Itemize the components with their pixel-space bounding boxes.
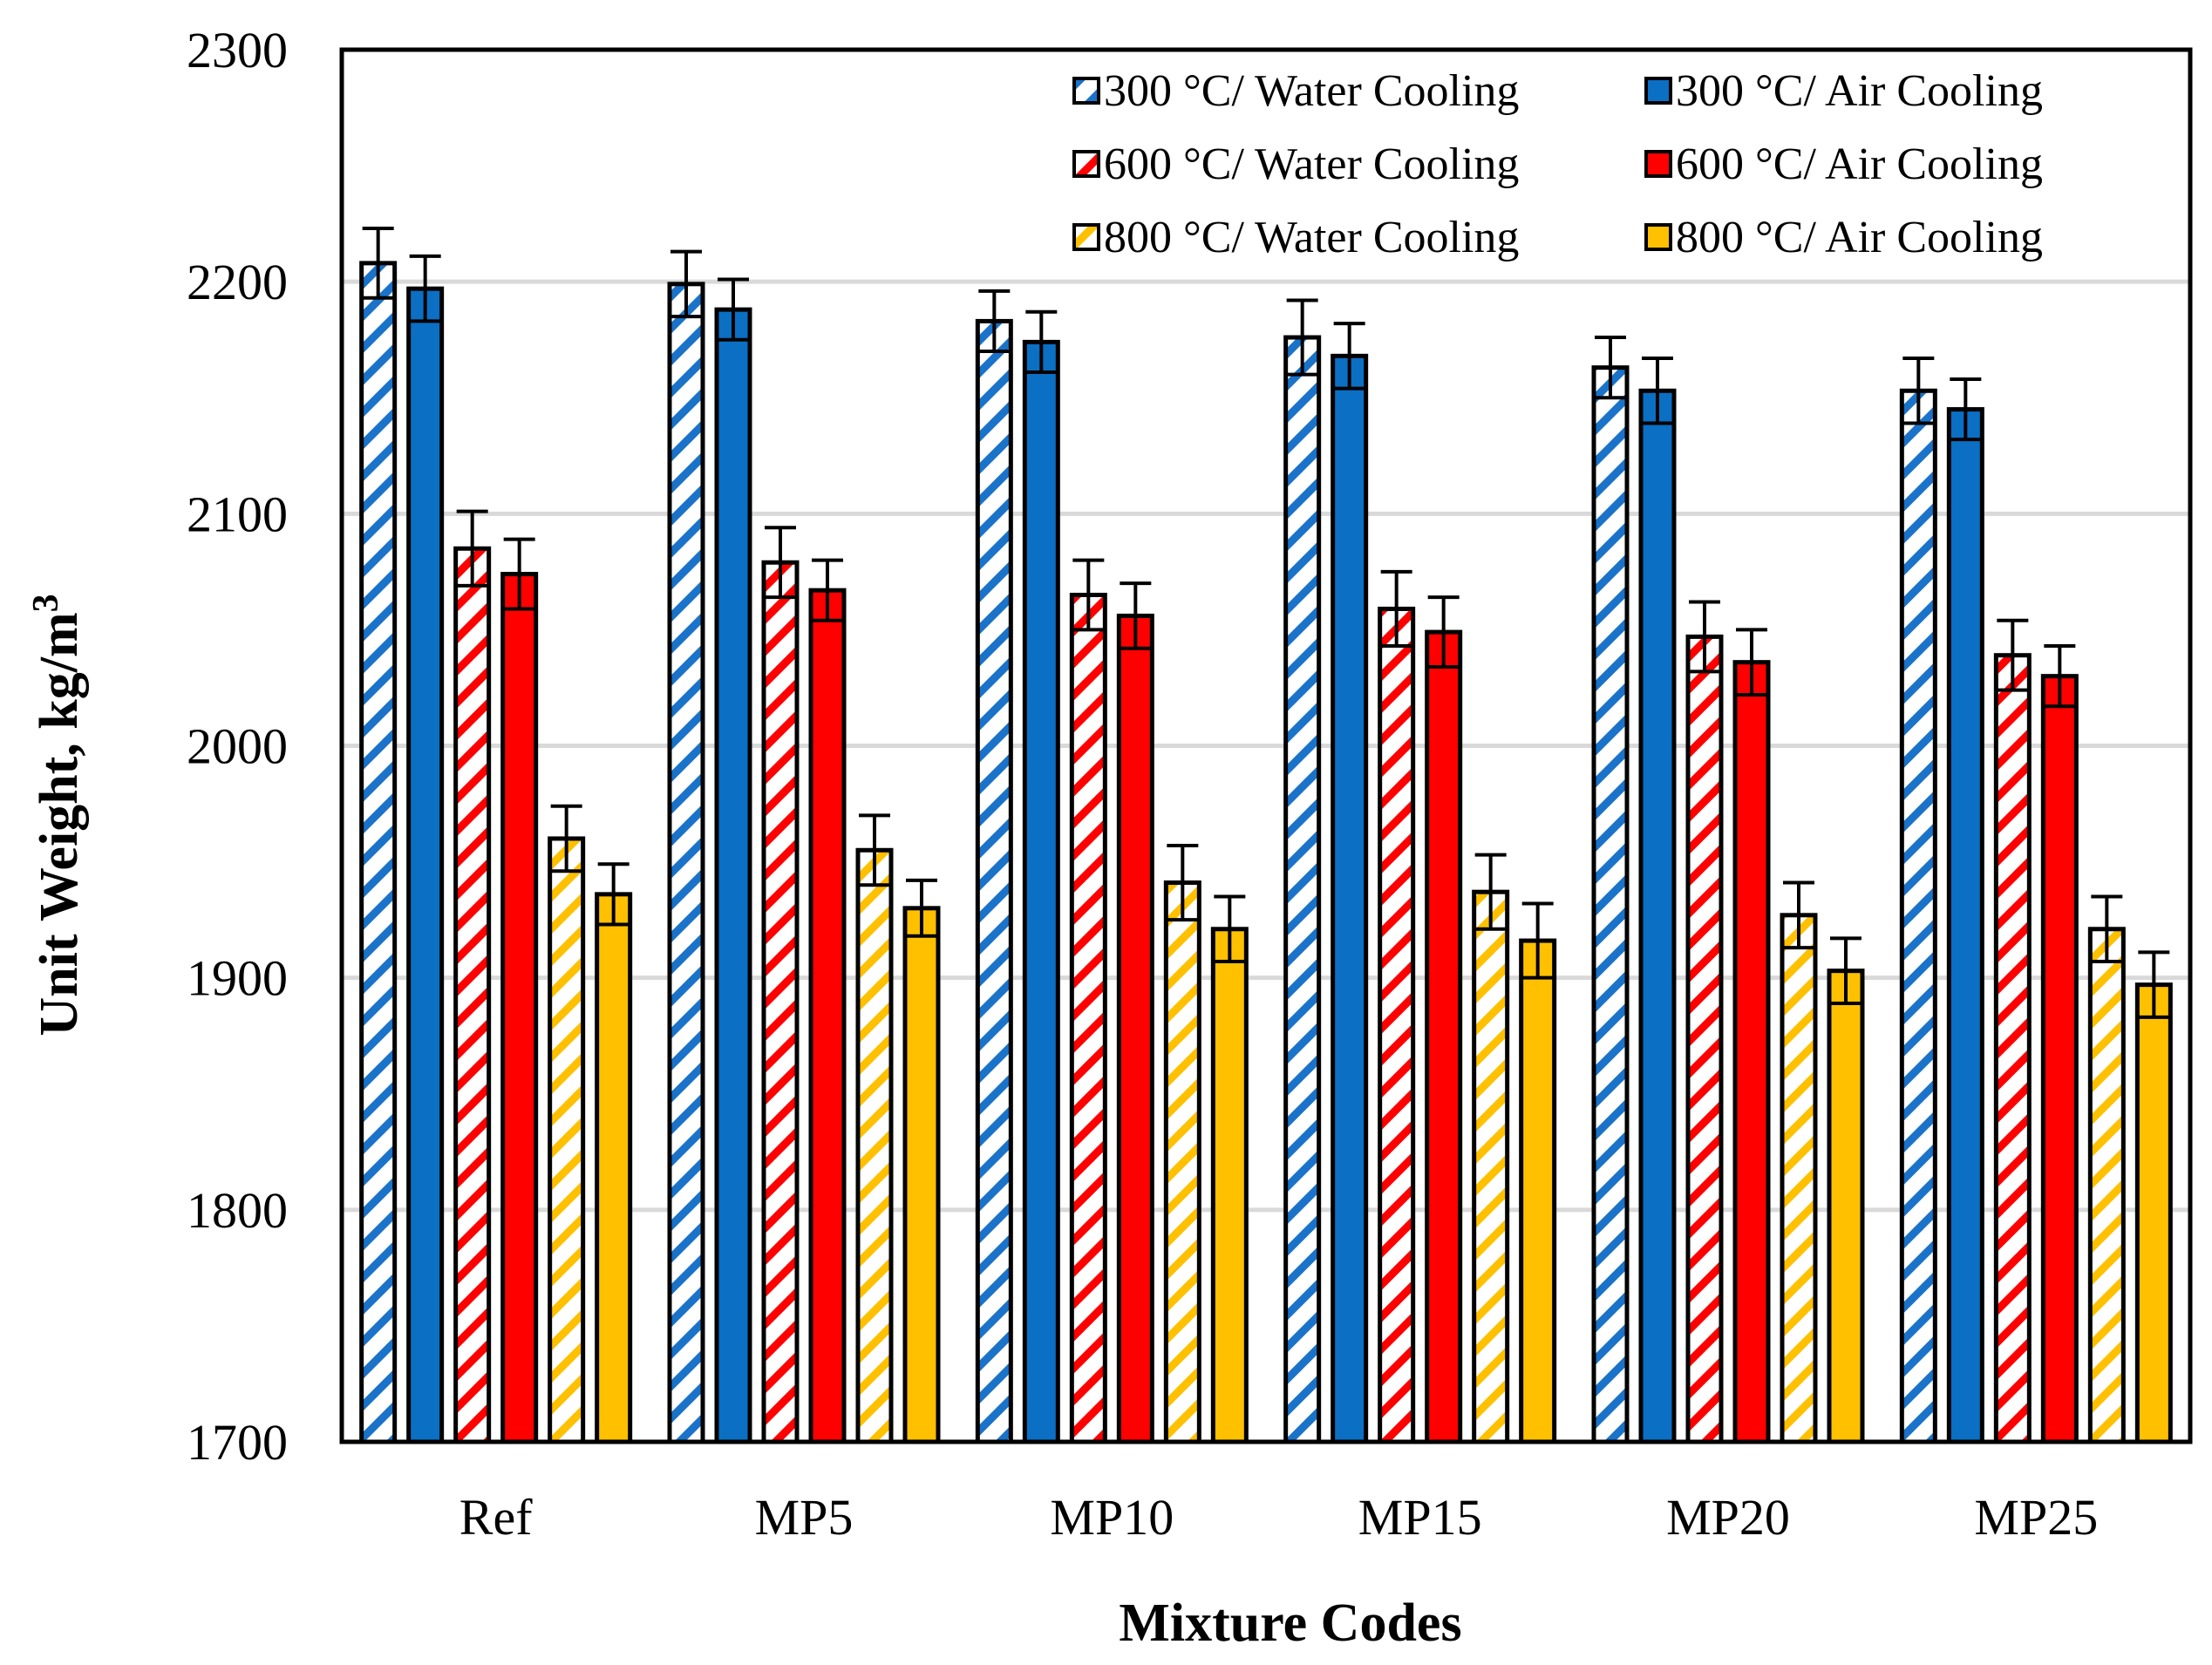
bar xyxy=(1425,629,1463,1444)
bar xyxy=(1780,913,1818,1444)
legend-swatch xyxy=(1644,150,1672,178)
legend-label: 800 °C/ Air Cooling xyxy=(1676,213,2043,262)
bar xyxy=(2087,927,2126,1444)
bar xyxy=(2040,674,2079,1444)
x-category-label: MP10 xyxy=(1050,1489,1174,1546)
bar xyxy=(1899,388,1937,1444)
bar xyxy=(1591,365,1630,1444)
y-tick-label: 2200 xyxy=(187,254,288,310)
bar xyxy=(500,572,539,1444)
bar xyxy=(1472,889,1510,1444)
bar xyxy=(902,906,941,1444)
bar xyxy=(855,847,894,1444)
legend-swatch xyxy=(1644,77,1672,105)
plot-frame xyxy=(339,47,2193,1444)
y-tick-label: 2300 xyxy=(187,22,288,78)
bar xyxy=(595,892,633,1444)
x-axis-title: Mixture Codes xyxy=(1119,1594,1461,1653)
bar xyxy=(1946,407,1984,1444)
x-category-label: MP15 xyxy=(1358,1489,1482,1546)
legend-label: 600 °C/ Water Cooling xyxy=(1104,139,1519,189)
x-category-label: MP5 xyxy=(755,1489,854,1546)
y-tick-label: 1900 xyxy=(187,950,288,1007)
bar xyxy=(1732,660,1771,1444)
x-category-label: MP25 xyxy=(1974,1489,2098,1546)
bar xyxy=(714,307,752,1444)
y-tick-label: 2000 xyxy=(187,718,288,775)
bars xyxy=(359,261,2173,1444)
bar xyxy=(1210,927,1249,1444)
legend-label: 300 °C/ Water Cooling xyxy=(1104,66,1519,116)
legend-swatch xyxy=(1644,223,1672,251)
y-tick-label: 1800 xyxy=(187,1182,288,1239)
legend-swatch xyxy=(1072,223,1100,251)
bar xyxy=(667,282,705,1444)
bar xyxy=(1283,335,1322,1444)
y-tick-label: 1700 xyxy=(187,1414,288,1471)
bar xyxy=(975,318,1013,1444)
bar xyxy=(1163,880,1201,1444)
bar xyxy=(359,261,398,1444)
legend-swatch xyxy=(1072,77,1100,105)
legend-label: 600 °C/ Air Cooling xyxy=(1676,139,2043,189)
bar xyxy=(1993,653,2032,1444)
x-category-labels: Ref MP5 MP10 MP15 MP20 MP25 xyxy=(459,1489,2098,1546)
bar xyxy=(453,546,492,1444)
y-axis-title-text: Unit Weight, kg/m xyxy=(30,612,89,1036)
y-tick-labels: 1700 1800 1900 2000 2100 2200 2300 xyxy=(187,22,288,1471)
y-tick-label: 2100 xyxy=(187,486,288,542)
bar xyxy=(1638,388,1677,1444)
bar xyxy=(548,836,586,1444)
legend-label: 300 °C/ Air Cooling xyxy=(1676,66,2043,116)
y-axis-title-superscript: 3 xyxy=(26,594,66,612)
legend-swatch xyxy=(1072,150,1100,178)
legend-label: 800 °C/ Water Cooling xyxy=(1104,213,1519,262)
bar xyxy=(761,560,800,1444)
bar xyxy=(1022,339,1060,1444)
y-axis-title: Unit Weight, kg/m3 xyxy=(26,594,89,1036)
bar xyxy=(1519,938,1557,1444)
bar xyxy=(1685,634,1724,1444)
bar xyxy=(1331,353,1369,1444)
error-bars xyxy=(362,226,2170,1019)
x-category-label: Ref xyxy=(459,1489,533,1546)
legend: 300 °C/ Water Cooling 300 °C/ Air Cooling… xyxy=(1072,66,2043,262)
bar xyxy=(808,588,847,1444)
x-category-label: MP20 xyxy=(1666,1489,1790,1546)
bar xyxy=(2134,982,2173,1444)
grid-lines xyxy=(342,279,2190,1213)
bar xyxy=(1069,592,1107,1444)
bar xyxy=(1378,606,1416,1444)
bar xyxy=(406,286,445,1444)
bar xyxy=(1827,968,1865,1444)
bar xyxy=(1116,613,1154,1444)
